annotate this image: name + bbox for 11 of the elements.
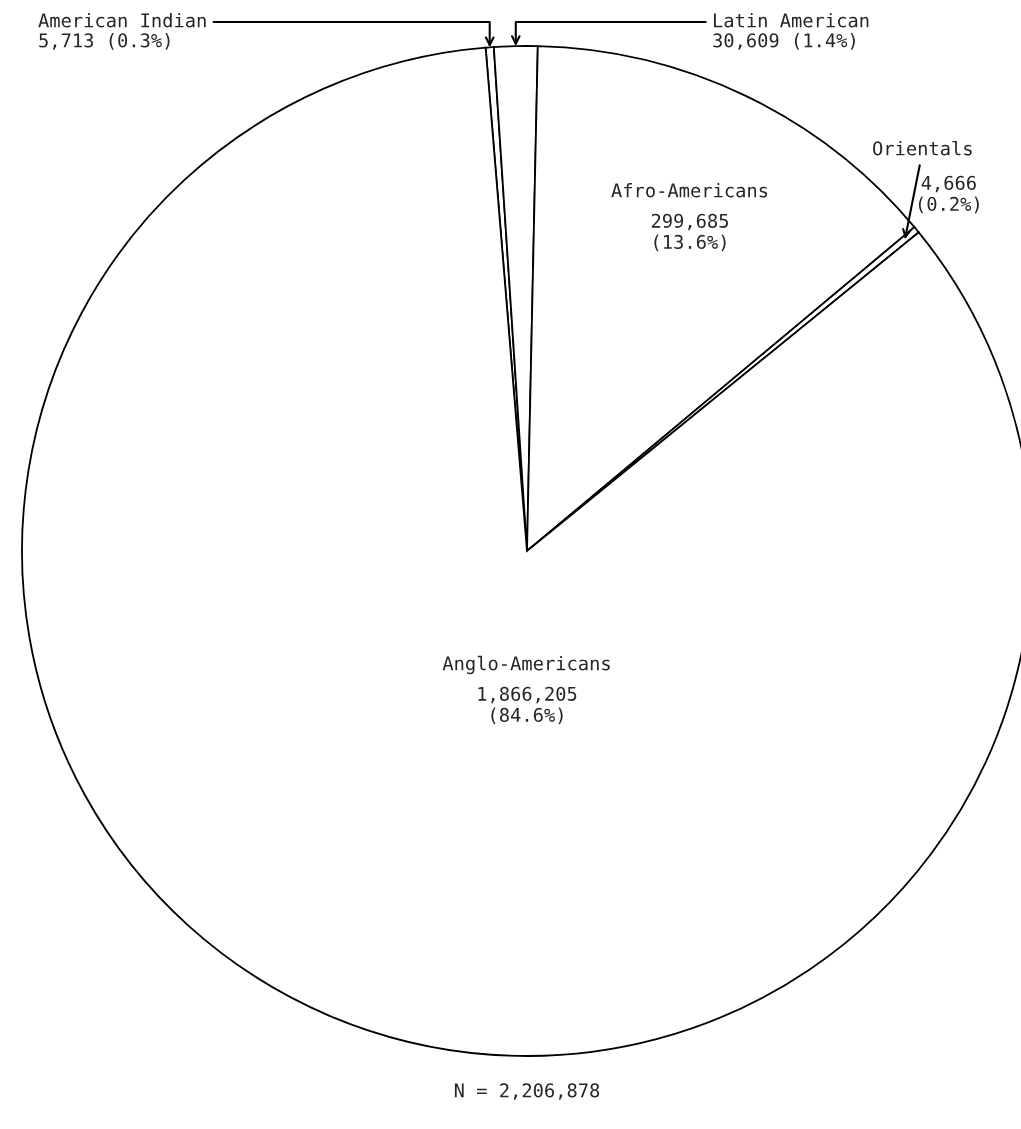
data-label: 4,666 (0.2%) <box>918 175 979 214</box>
data-label: 299,685 (13.6%) <box>651 213 729 252</box>
slice-label: Afro-Americans <box>611 182 768 198</box>
data-label: 1,866,205 (84.6%) <box>478 686 577 725</box>
slice-label: Anglo-Americans <box>442 655 610 675</box>
text: N = 2,206,878 <box>454 1083 600 1100</box>
slice-label: Orientals <box>873 140 972 156</box>
data-label: 30,609 (1.4%) <box>713 33 855 50</box>
data-label: 5,713 (0.3%) <box>39 33 170 50</box>
slice-label: Latin American <box>713 12 869 28</box>
slice-label: American Indian <box>38 12 206 28</box>
